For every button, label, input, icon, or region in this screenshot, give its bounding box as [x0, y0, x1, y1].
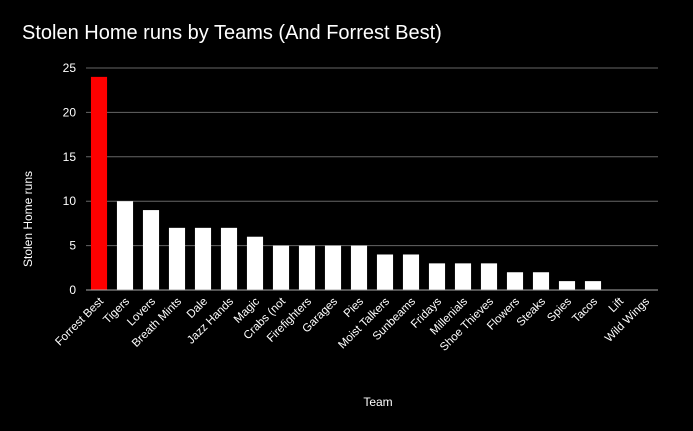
bar [428, 263, 446, 290]
bar [532, 272, 550, 290]
x-tick-label: Lift [607, 295, 627, 315]
y-tick-label: 25 [63, 61, 77, 75]
bar [454, 263, 472, 290]
x-axis-title: Team [363, 395, 392, 409]
bar [168, 227, 186, 290]
bar [90, 76, 108, 290]
x-tick-label: Spies [545, 295, 574, 324]
bar [194, 227, 212, 290]
y-tick-label: 10 [63, 194, 77, 208]
bar [246, 236, 264, 290]
bar [298, 245, 316, 290]
bar [272, 245, 290, 290]
y-tick-label: 20 [63, 105, 77, 119]
x-tick-label: Forrest Best [53, 295, 106, 348]
y-tick-label: 5 [69, 239, 76, 253]
x-tick-label: Tacos [570, 295, 600, 325]
bar [220, 227, 238, 290]
chart-title: Stolen Home runs by Teams (And Forrest B… [22, 22, 442, 44]
bar [402, 254, 420, 290]
bar [324, 245, 342, 290]
y-tick-label: 15 [63, 150, 77, 164]
bar [558, 281, 576, 290]
bar [584, 281, 602, 290]
y-tick-label: 0 [69, 283, 76, 297]
bar [142, 210, 160, 290]
y-axis-title: Stolen Home runs [21, 171, 35, 267]
bar [506, 272, 524, 290]
bar [480, 263, 498, 290]
bar [376, 254, 394, 290]
bar [350, 245, 368, 290]
x-tick-label: Steaks [515, 295, 549, 329]
bar [116, 201, 134, 290]
